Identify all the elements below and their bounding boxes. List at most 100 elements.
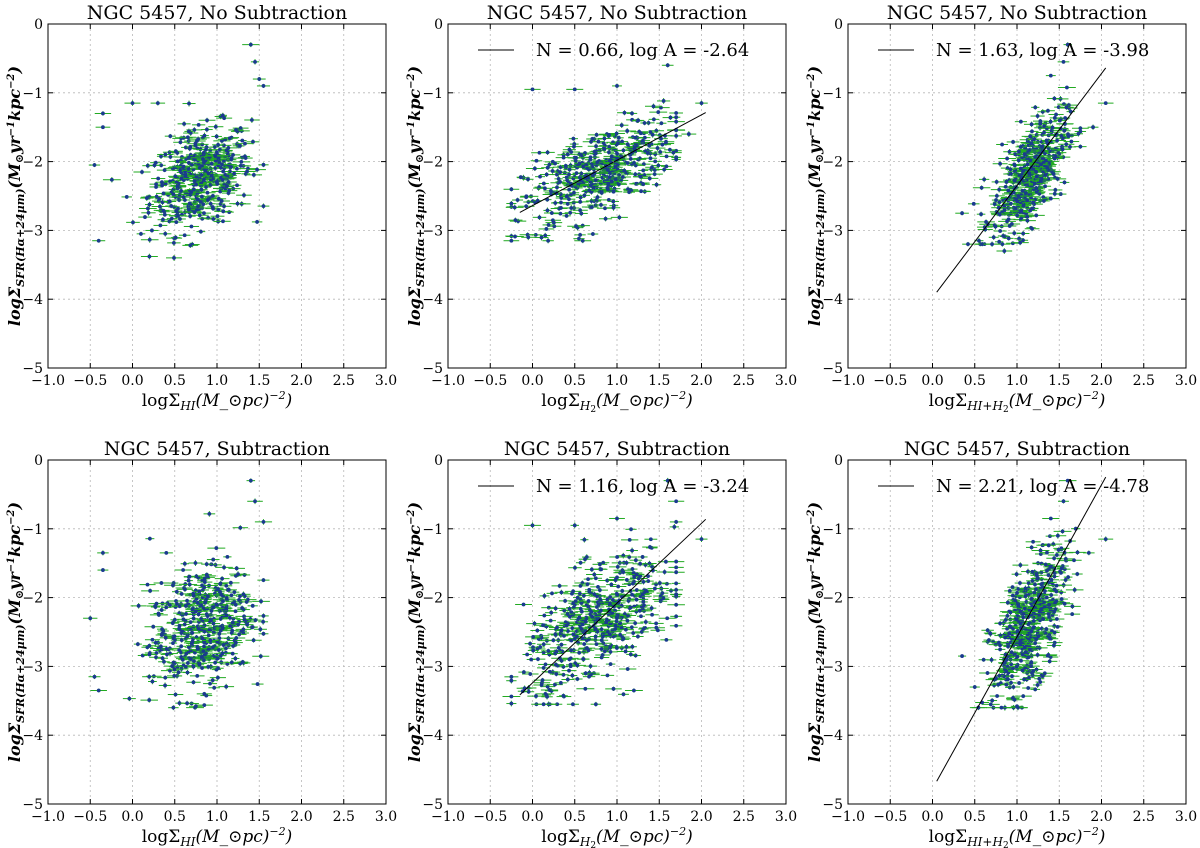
data-point <box>578 199 583 204</box>
data-point <box>588 179 593 184</box>
data-point <box>248 42 253 47</box>
y-tick-label: −1 <box>22 86 43 102</box>
data-point <box>548 189 553 193</box>
data-point <box>251 173 256 177</box>
data-point <box>579 153 584 157</box>
data-point <box>168 134 173 139</box>
data-point <box>226 180 231 184</box>
data-point <box>147 237 152 242</box>
data-point <box>211 193 215 198</box>
data-point <box>581 164 586 169</box>
data-point <box>1006 217 1011 222</box>
data-point <box>509 187 514 192</box>
data-point <box>195 139 199 143</box>
data-point <box>997 239 1002 244</box>
data-point <box>1066 103 1071 108</box>
data-point <box>980 242 985 247</box>
x-tick-label: 0.5 <box>564 373 586 389</box>
legend-label: N = 0.66, log A = -2.64 <box>536 40 749 61</box>
data-point <box>206 665 211 669</box>
data-point <box>217 636 222 641</box>
data-point <box>1011 140 1015 144</box>
data-point <box>1065 42 1070 47</box>
data-point <box>1008 201 1013 206</box>
data-point <box>187 582 192 587</box>
data-point <box>189 190 194 195</box>
data-point <box>163 152 168 157</box>
data-point <box>169 216 174 221</box>
data-point <box>594 144 598 149</box>
data-point <box>147 698 152 702</box>
data-point <box>544 172 549 177</box>
data-point <box>659 136 663 141</box>
data-point <box>699 101 704 106</box>
data-point <box>524 194 529 199</box>
data-point <box>222 565 226 570</box>
data-point <box>546 223 551 227</box>
data-point <box>992 202 997 207</box>
data-point <box>615 84 619 88</box>
data-point <box>509 201 514 206</box>
x-tick-label: 1.5 <box>248 373 270 389</box>
data-point <box>261 614 266 618</box>
data-point <box>686 132 691 136</box>
data-point <box>1016 158 1021 163</box>
x-axis-label: logΣHI(M_⊙pc)−2) <box>142 389 292 413</box>
data-point <box>235 201 240 206</box>
data-point <box>537 150 542 155</box>
data-point <box>163 683 167 688</box>
data-point <box>196 122 201 127</box>
data-point <box>167 199 172 204</box>
data-point <box>197 213 202 218</box>
data-point <box>578 232 583 237</box>
data-point <box>574 155 578 160</box>
data-point <box>621 148 626 153</box>
data-point <box>155 101 160 106</box>
data-point <box>659 121 664 126</box>
data-point <box>220 576 225 581</box>
data-point <box>1001 233 1006 238</box>
data-point <box>567 167 572 172</box>
data-point <box>994 194 999 198</box>
data-point <box>997 200 1002 205</box>
data-point <box>966 242 970 247</box>
data-point <box>671 150 676 155</box>
data-point <box>1021 169 1025 174</box>
data-point <box>574 171 579 176</box>
data-point <box>206 171 211 176</box>
y-tick-label: −4 <box>22 292 43 308</box>
data-point <box>641 138 645 143</box>
data-point <box>250 603 255 608</box>
data-point <box>620 139 625 144</box>
data-point <box>606 187 610 192</box>
data-point <box>1041 199 1046 203</box>
data-point <box>238 126 243 130</box>
data-point <box>633 172 638 177</box>
data-point <box>101 111 105 116</box>
data-point <box>150 679 155 684</box>
data-point <box>603 206 607 211</box>
data-point <box>565 152 570 157</box>
data-point <box>229 156 234 160</box>
data-point <box>567 187 572 192</box>
data-point <box>181 195 186 200</box>
y-tick-label: −3 <box>22 223 43 239</box>
data-point <box>232 590 237 595</box>
data-point <box>189 162 194 167</box>
data-point <box>171 240 176 245</box>
data-point <box>195 673 200 678</box>
data-point <box>642 173 647 177</box>
data-point <box>255 682 260 686</box>
data-point <box>188 620 193 625</box>
data-point <box>242 193 246 198</box>
data-point <box>619 123 624 128</box>
data-point <box>569 150 574 154</box>
data-point <box>242 573 247 577</box>
x-tick-label: 0.0 <box>921 373 943 389</box>
data-point <box>212 145 217 149</box>
data-point <box>200 216 205 221</box>
x-tick-label: 0.0 <box>121 373 143 389</box>
data-point <box>213 154 218 159</box>
data-point <box>633 135 638 140</box>
data-point <box>997 212 1002 217</box>
